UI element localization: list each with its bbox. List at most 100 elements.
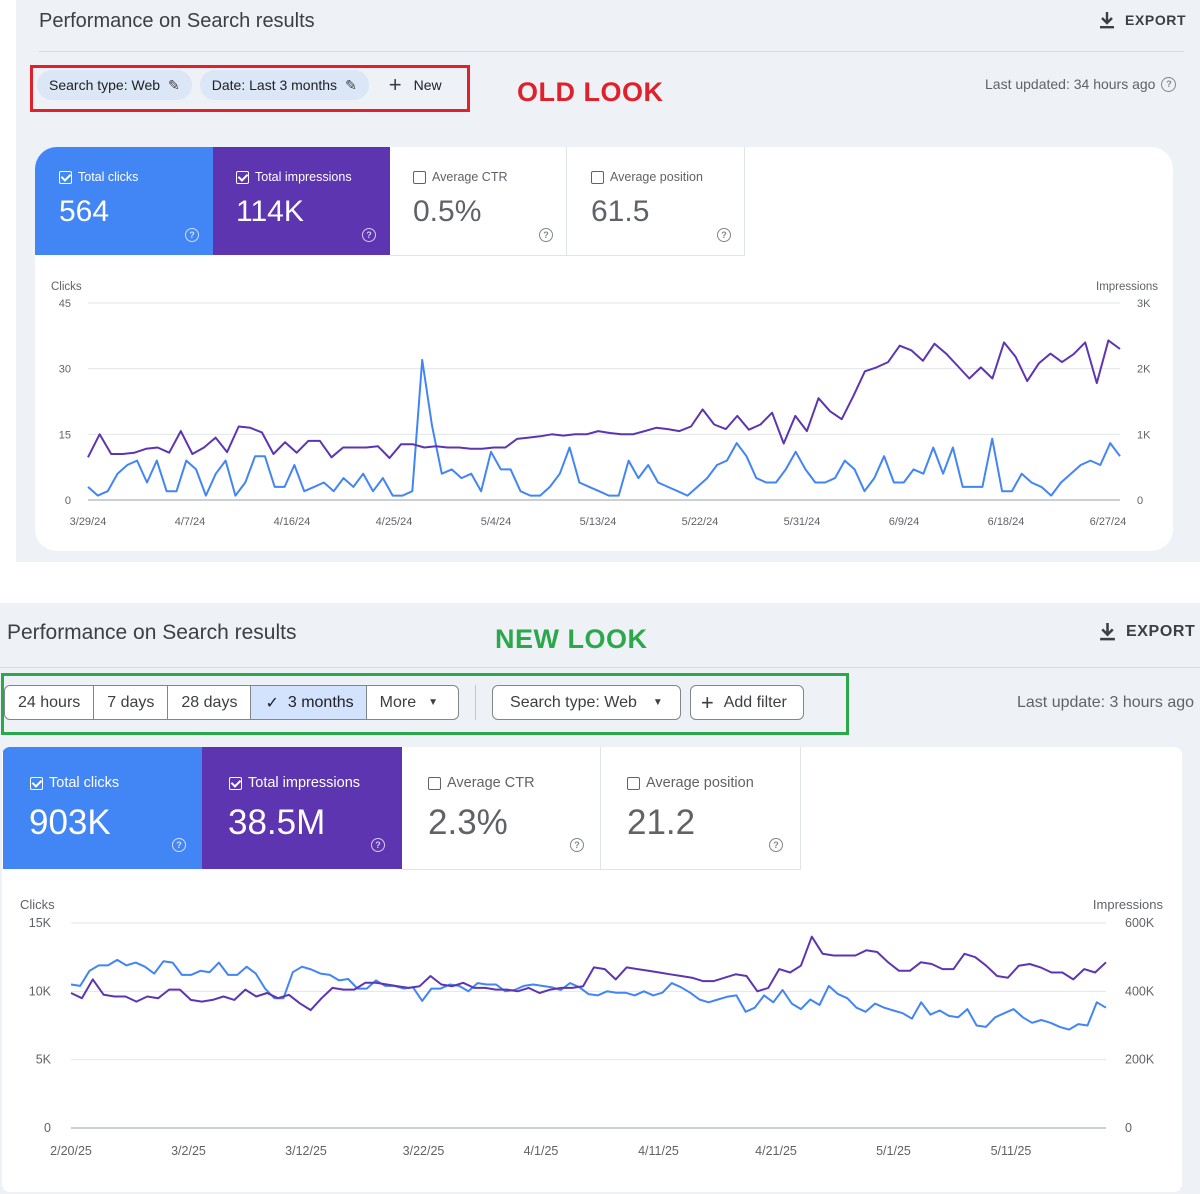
plus-icon: +: [388, 72, 402, 97]
old-chart-card: Total clicks 564 ? Total impressions 114…: [35, 147, 1173, 551]
date-chip-label: Date: Last 3 months: [211, 77, 338, 93]
old-highlight-box: [30, 65, 470, 112]
help-icon[interactable]: ?: [1161, 76, 1177, 92]
checkbox-checked-icon: [236, 170, 249, 184]
metric-average-ctr[interactable]: Average CTR 0.5% ?: [390, 147, 567, 256]
metric-total-clicks[interactable]: Total clicks 564 ?: [35, 147, 213, 255]
new-export-button[interactable]: EXPORT: [1099, 622, 1195, 641]
metric-total-clicks[interactable]: Total clicks 903K ?: [3, 747, 202, 869]
old-look-banner: OLD LOOK: [517, 77, 664, 107]
y-tick-left: 30: [59, 364, 71, 376]
plus-icon: +: [700, 689, 714, 715]
help-icon[interactable]: ?: [570, 838, 584, 852]
checkbox-icon: [413, 170, 426, 184]
x-tick-label: 4/7/24: [175, 516, 206, 528]
x-tick-label: 6/18/24: [988, 516, 1025, 528]
metric-value: 903K: [29, 803, 111, 842]
checkbox-checked-icon: [30, 776, 43, 790]
edit-icon: ✎: [345, 76, 357, 93]
clicks-series-line: [87, 358, 1121, 497]
range-3-months-label: 3 months: [287, 693, 354, 711]
range-more-label: More: [379, 693, 417, 711]
x-tick-label: 2/20/25: [50, 1144, 92, 1158]
search-type-dropdown[interactable]: Search type: Web ▼: [492, 685, 681, 720]
range-more-dropdown[interactable]: More ▼: [367, 686, 458, 719]
x-tick-label: 5/1/25: [876, 1144, 911, 1158]
y-tick-right: 1K: [1137, 429, 1151, 441]
new-filter-bar: 24 hours 7 days 28 days ✓ 3 months More …: [4, 685, 813, 720]
download-icon: [1100, 12, 1114, 29]
x-tick-label: 6/9/24: [889, 516, 920, 528]
old-export-button[interactable]: EXPORT: [1099, 11, 1186, 29]
y-tick-left: 10K: [29, 984, 52, 998]
checkbox-checked-icon: [59, 170, 72, 184]
edit-icon: ✎: [168, 76, 180, 93]
checkbox-icon: [591, 170, 604, 184]
metric-label: Average CTR: [447, 775, 535, 791]
x-tick-label: 3/12/25: [285, 1144, 327, 1158]
metric-total-impressions[interactable]: Total impressions 114K ?: [213, 147, 390, 255]
x-tick-label: 5/4/24: [481, 516, 512, 528]
y-tick-right: 2K: [1137, 364, 1151, 376]
x-tick-label: 5/11/25: [991, 1144, 1032, 1158]
old-filter-bar: Search type: Web ✎ Date: Last 3 months ✎…: [37, 70, 446, 100]
x-tick-label: 3/29/24: [70, 516, 107, 528]
y-tick-left: 0: [44, 1121, 51, 1135]
metric-total-impressions[interactable]: Total impressions 38.5M ?: [202, 747, 402, 869]
x-tick-label: 5/22/24: [682, 516, 719, 528]
range-28-days[interactable]: 28 days: [168, 686, 252, 719]
date-chip[interactable]: Date: Last 3 months ✎: [199, 70, 369, 100]
y-tick-right: 200K: [1125, 1053, 1155, 1067]
metric-value: 21.2: [627, 803, 696, 842]
add-filter-button[interactable]: + Add filter: [689, 685, 804, 720]
new-last-update: Last update: 3 hours ago: [1017, 694, 1195, 711]
metric-value: 61.5: [591, 195, 650, 228]
help-icon[interactable]: ?: [539, 228, 553, 242]
y-tick-left: 0: [65, 495, 71, 507]
old-divider: [39, 51, 1184, 52]
date-range-segmented-control: 24 hours 7 days 28 days ✓ 3 months More …: [4, 685, 460, 720]
help-icon[interactable]: ?: [717, 228, 731, 242]
metric-average-ctr[interactable]: Average CTR 2.3% ?: [402, 747, 601, 870]
metric-average-position[interactable]: Average position 61.5 ?: [567, 147, 745, 256]
help-icon[interactable]: ?: [362, 228, 376, 242]
old-last-updated: Last updated: 34 hours ago ?: [985, 76, 1177, 92]
metric-value: 0.5%: [413, 195, 482, 228]
new-highlight-box: [1, 673, 849, 735]
impressions-series-line: [87, 339, 1121, 459]
metric-label: Total clicks: [78, 170, 139, 184]
help-icon[interactable]: ?: [769, 838, 783, 852]
x-tick-label: 3/22/25: [403, 1144, 445, 1158]
y-tick-right: 600K: [1125, 916, 1155, 930]
range-3-months[interactable]: ✓ 3 months: [251, 686, 367, 719]
old-performance-chart: Clicks Impressions 0 0 15 1K 30 2K 45 3K 3/29/24 4/…: [51, 281, 1158, 528]
x-tick-label: 3/2/25: [171, 1144, 206, 1158]
range-24-hours[interactable]: 24 hours: [5, 686, 95, 719]
metric-average-position[interactable]: Average position 21.2 ?: [601, 747, 801, 870]
x-tick-label: 4/11/25: [638, 1144, 679, 1158]
new-filter-button[interactable]: + New: [377, 74, 446, 96]
help-icon[interactable]: ?: [371, 838, 385, 852]
metric-label: Total impressions: [255, 170, 352, 184]
y-tick-right: 0: [1137, 495, 1143, 507]
metric-label: Average position: [610, 170, 703, 184]
metric-value: 114K: [236, 195, 304, 228]
old-last-updated-text: Last updated: 34 hours ago: [985, 76, 1156, 92]
search-type-chip[interactable]: Search type: Web ✎: [37, 70, 192, 100]
y-tick-right: 0: [1125, 1121, 1132, 1135]
add-filter-label: Add filter: [723, 693, 787, 711]
filter-separator: [475, 685, 477, 720]
help-icon[interactable]: ?: [185, 228, 199, 242]
x-tick-label: 6/27/24: [1090, 516, 1127, 528]
metric-value: 564: [59, 195, 110, 228]
download-icon: [1100, 623, 1115, 641]
new-divider: [0, 667, 1200, 668]
new-filter-label: New: [413, 77, 442, 93]
help-icon[interactable]: ?: [172, 838, 186, 852]
impressions-series-line: [70, 935, 1107, 1012]
range-7-days[interactable]: 7 days: [94, 686, 169, 719]
left-axis-title: Clicks: [51, 281, 82, 293]
new-performance-chart: Clicks Impressions 0 0 5K 200K 10K 400K 15K 600K 2…: [20, 897, 1164, 1158]
y-tick-right: 3K: [1137, 298, 1151, 310]
new-export-label: EXPORT: [1126, 622, 1196, 640]
